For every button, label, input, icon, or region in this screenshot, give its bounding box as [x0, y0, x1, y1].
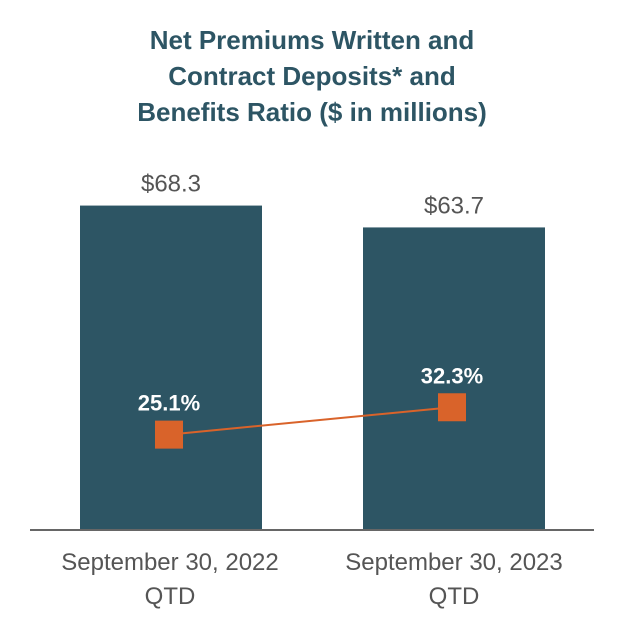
chart-title-line-2: Contract Deposits* and [168, 61, 456, 91]
bar-2023 [363, 227, 545, 531]
category-label-2023: September 30, 2023 QTD [314, 546, 594, 614]
chart-title: Net Premiums Written and Contract Deposi… [0, 22, 624, 130]
ratio-label-2023: 32.3% [421, 363, 483, 388]
ratio-marker-2022 [155, 420, 183, 449]
category-label-2023-line1: September 30, 2023 [345, 549, 563, 576]
category-label-2022-line1: September 30, 2022 [61, 549, 279, 576]
ratio-label-2022: 25.1% [138, 391, 200, 416]
ratio-marker-2023 [438, 393, 466, 422]
chart-title-line-1: Net Premiums Written and [149, 25, 475, 55]
category-label-2022: September 30, 2022 QTD [30, 546, 310, 614]
bar-value-label-2023: $63.7 [424, 192, 484, 219]
category-label-2022-line2: QTD [144, 583, 196, 610]
bar-2022 [80, 205, 262, 530]
category-label-2023-line2: QTD [428, 583, 480, 610]
chart-title-line-3: Benefits Ratio ($ in millions) [137, 97, 487, 127]
benefits-ratio-line [168, 406, 453, 436]
bar-value-label-2022: $68.3 [141, 171, 201, 198]
